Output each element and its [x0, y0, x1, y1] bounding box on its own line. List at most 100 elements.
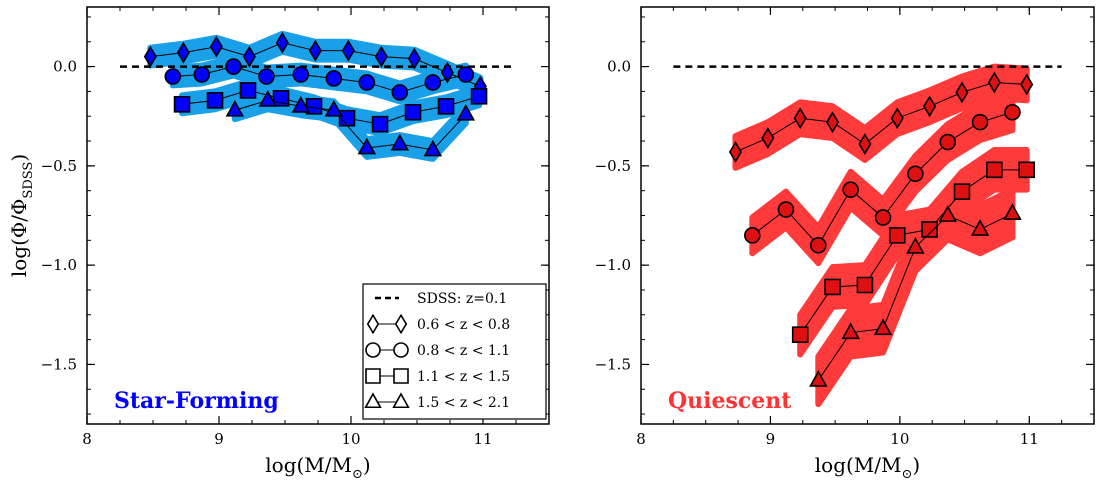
data-point — [404, 103, 422, 121]
data-point — [825, 111, 840, 134]
legend-label: 1.5 < z < 2.1 — [417, 395, 510, 411]
data-point — [907, 165, 924, 183]
data-point — [371, 115, 389, 133]
legend-label: SDSS: z=0.1 — [417, 291, 507, 307]
legend-marker — [364, 392, 382, 409]
data-point — [357, 137, 377, 155]
data-point — [407, 47, 421, 70]
y-tick-label: −1.5 — [41, 355, 77, 373]
y-axis-label-close: ) — [7, 154, 31, 162]
data-point — [971, 113, 989, 131]
data-point — [1018, 161, 1035, 179]
y-tick-label: −1.5 — [595, 355, 631, 373]
x-axis-label-main: log(M/M — [265, 453, 352, 477]
data-point — [842, 181, 859, 198]
data-point — [176, 41, 190, 64]
x-axis-label-sub: ⊙ — [352, 467, 363, 482]
data-point — [761, 127, 775, 149]
panel-label: Quiescent — [668, 388, 792, 414]
data-point — [986, 161, 1003, 179]
data-point — [791, 326, 809, 343]
series-line — [735, 81, 1027, 153]
y-tick-label: 0.0 — [607, 58, 631, 76]
y-axis-label-main: log(Φ/Φ — [7, 199, 31, 278]
data-point — [938, 205, 957, 222]
x-tick-label: 9 — [214, 430, 224, 448]
data-point — [437, 97, 455, 115]
data-point — [728, 141, 743, 163]
y-tick-label: −0.5 — [595, 157, 631, 175]
data-point — [1003, 203, 1022, 220]
data-point — [391, 84, 409, 101]
data-point — [890, 107, 904, 130]
y-tick-label: 0.0 — [53, 58, 77, 76]
data-point — [193, 66, 211, 83]
x-tick-label: 10 — [890, 430, 909, 448]
x-tick-label: 11 — [473, 430, 492, 448]
data-point — [470, 88, 488, 105]
data-point — [858, 133, 872, 155]
data-point — [390, 133, 410, 151]
data-point — [874, 209, 892, 226]
x-axis-label-main: log(M/M — [815, 453, 902, 477]
x-tick-label: 9 — [766, 430, 776, 448]
data-point — [953, 183, 971, 200]
data-point — [440, 61, 454, 84]
data-point — [744, 227, 761, 244]
x-axis-label: log(M/M⊙) — [265, 453, 370, 482]
y-axis-label-sub: SDSS — [21, 162, 36, 199]
legend-marker — [393, 368, 409, 384]
data-point — [923, 95, 937, 118]
data-point — [225, 58, 242, 75]
error-band — [732, 63, 1030, 171]
legend-marker — [394, 313, 408, 335]
legend-marker — [392, 392, 410, 409]
y-tick-label: −0.5 — [41, 157, 77, 175]
legend-marker — [393, 342, 409, 358]
data-point — [239, 82, 257, 99]
legend: SDSS: z=0.1 0.6 < z < 0.8 0.8 < z < 1.1 1.1… — [362, 283, 547, 420]
y-tick-label: −1.0 — [41, 256, 77, 274]
data-point — [810, 236, 827, 254]
y-tick-label: −1.0 — [595, 256, 631, 274]
panel-quiescent: 8 9 10 11 0.0 −0.5 −1.0 −1.5 log(M/M⊙) Quiescent — [595, 6, 1095, 482]
data-point — [906, 236, 925, 254]
data-point — [143, 45, 157, 68]
x-tick-label: 8 — [636, 430, 646, 448]
data-point — [777, 201, 795, 218]
error-band — [815, 186, 1016, 408]
x-tick-label: 11 — [1020, 430, 1039, 448]
data-point — [856, 276, 874, 294]
data-point — [374, 45, 388, 68]
legend-marker — [366, 313, 380, 335]
data-point — [793, 107, 807, 130]
data-point — [258, 90, 278, 107]
data-point — [308, 39, 322, 62]
series-line — [172, 66, 466, 93]
data-point — [457, 66, 475, 83]
data-point — [341, 39, 355, 62]
x-axis-label-sub: ⊙ — [902, 467, 913, 482]
data-point — [841, 322, 860, 340]
data-point — [873, 318, 893, 336]
data-point — [1020, 73, 1034, 96]
data-point — [206, 92, 224, 109]
data-point — [987, 71, 1001, 94]
legend-label: 1.1 < z < 1.5 — [417, 369, 510, 385]
data-point — [824, 278, 841, 296]
data-point — [424, 74, 442, 91]
data-point — [292, 66, 310, 83]
data-point — [291, 96, 311, 113]
legend-label: 0.6 < z < 0.8 — [417, 317, 510, 333]
data-point — [423, 139, 443, 157]
legend-marker — [365, 342, 381, 358]
data-point — [970, 219, 990, 236]
panel-star-forming: 8 9 10 110.0−0.5−1.0−1.5log(M/M⊙)log(Φ/ΦSDS… — [7, 6, 550, 482]
x-tick-label: 10 — [341, 430, 360, 448]
data-point — [921, 221, 938, 238]
data-point — [324, 99, 344, 117]
panel-label: Star-Forming — [114, 388, 279, 414]
data-point — [164, 68, 182, 85]
